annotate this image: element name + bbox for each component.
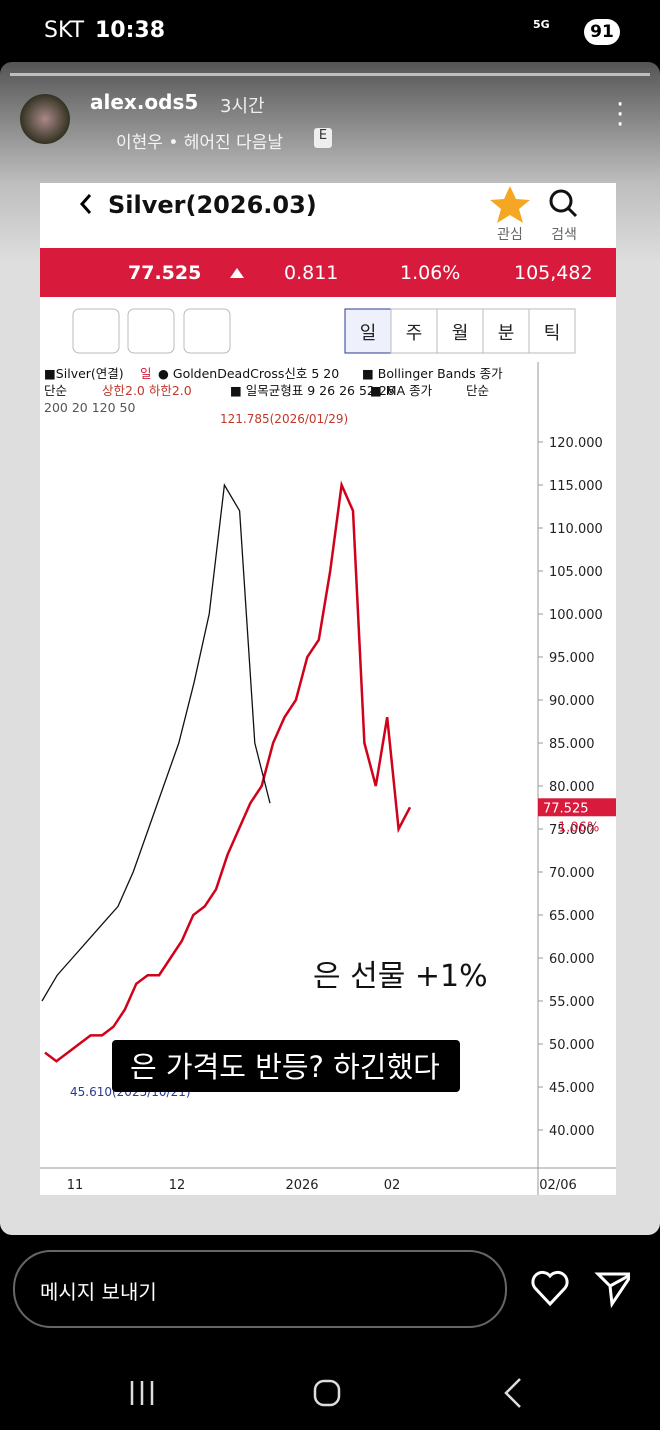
favorite-label: 관심 bbox=[497, 227, 523, 243]
progress-bar bbox=[10, 73, 650, 76]
legend-item: 일 bbox=[140, 366, 152, 381]
price-tag bbox=[538, 798, 616, 817]
y-tick-label: 40.000 bbox=[549, 1124, 595, 1139]
y-tick-label: 45.000 bbox=[549, 1081, 595, 1096]
y-tick-label: 80.000 bbox=[549, 780, 595, 795]
search-icon[interactable] bbox=[549, 189, 573, 213]
legend-item: ■ Bollinger Bands 종가 bbox=[362, 366, 503, 381]
tab-label: 일 bbox=[360, 323, 377, 344]
chart: Silver(2026.03) 관심 검색 77.525 0.811 1.06%… bbox=[40, 186, 616, 1195]
message-input[interactable] bbox=[13, 1250, 507, 1328]
legend-item: 상한2.0 하한2.0 bbox=[102, 383, 192, 398]
caption: 은 선물 +1% bbox=[313, 959, 488, 994]
y-tick-label: 120.000 bbox=[549, 436, 603, 451]
x-tick-label: 02 bbox=[384, 1178, 401, 1193]
quote-bar bbox=[40, 248, 616, 297]
carrier: SKT bbox=[44, 18, 85, 43]
tab[interactable] bbox=[390, 308, 438, 354]
price-tag-label: 77.525 bbox=[543, 801, 589, 816]
y-tick-label: 65.000 bbox=[549, 909, 595, 924]
price-tag-percent: 1.06% bbox=[558, 820, 599, 835]
app-title: Silver(2026.03) bbox=[108, 191, 317, 219]
y-tick-label: 95.000 bbox=[549, 651, 595, 666]
y-tick-label: 70.000 bbox=[549, 866, 595, 881]
y-tick-label: 110.000 bbox=[549, 522, 603, 537]
like-button[interactable] bbox=[531, 1270, 569, 1307]
price-line bbox=[41, 483, 271, 1002]
high-note: 121.785(2026/01/29) bbox=[220, 412, 348, 426]
settings-button[interactable] bbox=[127, 308, 175, 354]
legend: ■Silver(연결) 일 ● GoldenDeadCross신호 5 20 ■ Bo… bbox=[44, 366, 503, 415]
tab[interactable] bbox=[436, 308, 484, 354]
y-tick-label: 100.000 bbox=[549, 608, 603, 623]
avatar[interactable] bbox=[20, 94, 70, 144]
explicit-badge: E bbox=[314, 128, 332, 148]
clock: 10:38 bbox=[95, 18, 166, 43]
caption: 은 가격도 반등? 하긴했다 bbox=[130, 1050, 440, 1084]
quote-percent: 1.06% bbox=[400, 262, 460, 284]
tab-label: 월 bbox=[452, 323, 469, 344]
music[interactable]: 이현우 • 헤어진 다음날 bbox=[116, 133, 283, 153]
legend-item: 단순 bbox=[466, 383, 489, 398]
nav-bar bbox=[130, 1378, 521, 1408]
home-button[interactable] bbox=[313, 1379, 341, 1407]
recents-button[interactable] bbox=[130, 1381, 154, 1405]
share-button[interactable] bbox=[594, 1272, 630, 1308]
quote-change: 0.811 bbox=[284, 262, 338, 284]
plot: 120.000 115.000 110.000 105.000 100.000 95.00… bbox=[41, 436, 616, 1193]
x-tick-label: 2026 bbox=[285, 1178, 318, 1193]
tab[interactable] bbox=[528, 308, 576, 354]
legend-item: 200 20 120 50 bbox=[44, 400, 135, 415]
legend-item: 단순 bbox=[44, 383, 67, 398]
price-line bbox=[44, 480, 412, 1063]
legend-item: ● GoldenDeadCross신호 5 20 bbox=[158, 366, 339, 381]
battery: 91 bbox=[584, 19, 620, 45]
message-placeholder: 메시지 보내기 bbox=[40, 1280, 157, 1304]
y-tick-label: 50.000 bbox=[549, 1038, 595, 1053]
x-tick-label: 02/06 bbox=[539, 1178, 576, 1193]
caption-box bbox=[112, 1040, 460, 1092]
back-icon bbox=[79, 194, 92, 214]
legend-item: ■ MA 종가 bbox=[370, 383, 433, 398]
y-tick-label: 60.000 bbox=[549, 952, 595, 967]
y-tick-label: 85.000 bbox=[549, 737, 595, 752]
tab-label: 분 bbox=[498, 323, 515, 344]
y-tick-label: 90.000 bbox=[549, 694, 595, 709]
search-label: 검색 bbox=[551, 227, 577, 243]
search-icon bbox=[566, 206, 578, 218]
story-age: 3시간 bbox=[220, 96, 265, 117]
y-tick-label: 115.000 bbox=[549, 479, 603, 494]
tab-label: 틱 bbox=[544, 323, 561, 344]
x-tick-label: 12 bbox=[169, 1178, 186, 1193]
layout-button[interactable] bbox=[183, 308, 231, 354]
y-tick-label: 55.000 bbox=[549, 995, 595, 1010]
tab-label: 주 bbox=[406, 323, 423, 344]
star-icon[interactable] bbox=[490, 186, 530, 223]
actions bbox=[531, 1270, 630, 1308]
legend-item: ■Silver(연결) bbox=[44, 366, 124, 381]
y-tick-label: 105.000 bbox=[549, 565, 603, 580]
y-tick-label: 75.000 bbox=[549, 823, 595, 838]
back-button[interactable] bbox=[504, 1378, 521, 1408]
quote-volume: 105,482 bbox=[514, 262, 593, 284]
up-arrow bbox=[230, 268, 244, 278]
x-tick-label: 11 bbox=[67, 1178, 84, 1193]
quote-price: 77.525 bbox=[128, 262, 201, 284]
tool-button[interactable] bbox=[72, 308, 120, 354]
tab[interactable] bbox=[344, 308, 392, 354]
legend-item: ■ 일목균형표 9 26 26 52 26 bbox=[230, 383, 395, 398]
chart-screenshot: Silver(2026.03) 관심 검색 77.525 0.811 1.06%… bbox=[40, 183, 616, 1195]
username[interactable]: alex.ods5 bbox=[90, 90, 199, 114]
network: 5G bbox=[533, 18, 550, 31]
more-button[interactable]: · · · bbox=[616, 90, 625, 140]
